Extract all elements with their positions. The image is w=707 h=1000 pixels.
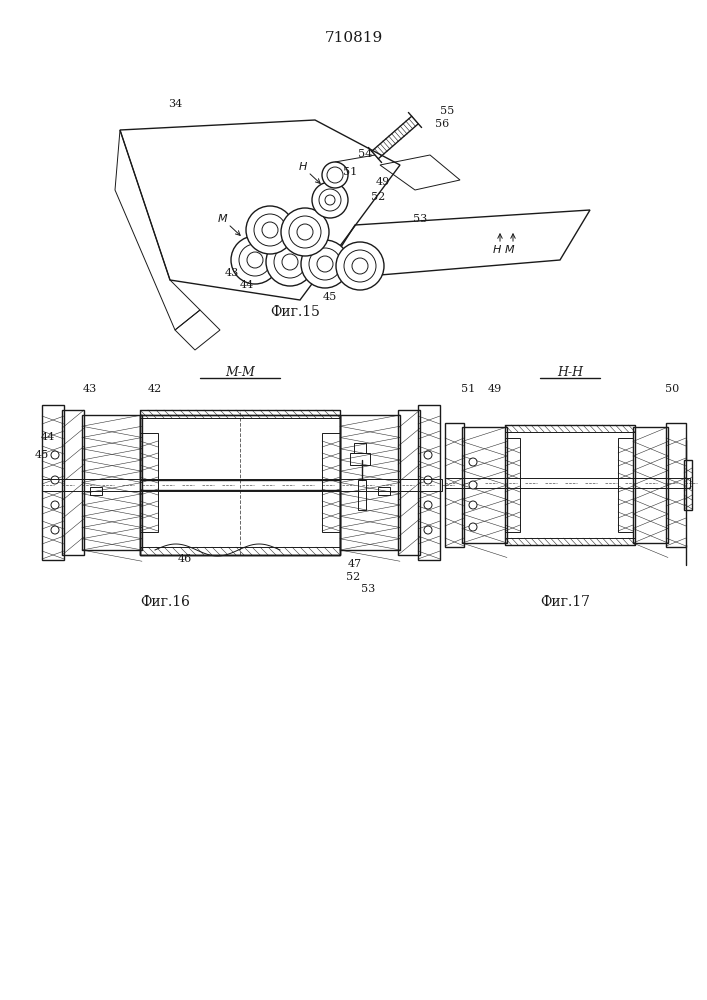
Text: Н-Н: Н-Н [557,365,583,378]
Bar [398,410,420,555]
Circle shape [317,256,333,272]
Bar [684,460,692,510]
Circle shape [247,252,263,268]
Circle shape [51,451,59,459]
Circle shape [301,240,349,288]
Bar [140,490,340,555]
Circle shape [254,214,286,246]
Text: 43: 43 [225,268,239,278]
Text: 42: 42 [148,384,162,394]
Circle shape [352,258,368,274]
Text: М-М: М-М [225,365,255,378]
Text: 710819: 710819 [325,31,383,45]
Bar [418,405,440,560]
Circle shape [297,224,313,240]
Text: 44: 44 [240,280,254,290]
Bar [42,479,442,491]
Bar [505,438,520,532]
Bar [354,443,366,453]
Circle shape [344,250,376,282]
Text: Н: Н [299,162,307,172]
Text: 53: 53 [361,584,375,594]
Circle shape [246,206,294,254]
Circle shape [51,526,59,534]
Bar [445,423,464,547]
Text: М: М [506,245,515,255]
Bar [62,410,84,555]
Circle shape [274,246,306,278]
Circle shape [239,244,271,276]
Bar [90,487,102,495]
Text: 46: 46 [178,554,192,564]
Text: 52: 52 [371,192,385,202]
Text: Н: Н [493,245,501,255]
Bar [140,415,340,555]
Text: Фиг.17: Фиг.17 [540,595,590,609]
Circle shape [312,182,348,218]
Bar [445,478,690,488]
Bar [140,433,158,532]
Bar [358,480,366,510]
Text: 49: 49 [376,177,390,187]
Circle shape [424,526,432,534]
Circle shape [424,476,432,484]
Bar [350,453,370,465]
Circle shape [322,162,348,188]
Text: 56: 56 [435,119,449,129]
Text: 47: 47 [348,559,362,569]
Bar [633,427,668,543]
Circle shape [469,501,477,509]
Text: Фиг.15: Фиг.15 [270,305,320,319]
Circle shape [469,523,477,531]
Circle shape [336,242,384,290]
Circle shape [231,236,279,284]
Circle shape [325,195,335,205]
Circle shape [327,167,343,183]
Bar [505,425,635,545]
Bar [618,438,633,532]
Bar [666,423,686,547]
Circle shape [51,501,59,509]
Circle shape [424,501,432,509]
Text: 52: 52 [346,572,360,582]
Bar [140,547,340,555]
Bar [140,410,340,418]
Circle shape [262,222,278,238]
Bar [505,425,635,432]
Text: 50: 50 [665,384,679,394]
Bar [140,410,340,555]
Text: М: М [218,214,228,224]
Bar [82,415,142,550]
Text: 34: 34 [168,99,182,109]
Bar [140,415,340,480]
Text: 54: 54 [358,149,372,159]
Circle shape [469,458,477,466]
Text: 43: 43 [83,384,97,394]
Text: 49: 49 [488,384,502,394]
Circle shape [282,254,298,270]
Bar [462,427,507,543]
Circle shape [469,481,477,489]
Bar [322,433,340,532]
Circle shape [309,248,341,280]
Bar [340,415,400,550]
Text: 55: 55 [440,106,454,116]
Circle shape [424,451,432,459]
Circle shape [289,216,321,248]
Text: Фиг.16: Фиг.16 [140,595,190,609]
Circle shape [51,476,59,484]
Text: 53: 53 [413,214,427,224]
Circle shape [319,189,341,211]
Bar [505,538,635,545]
Text: 51: 51 [461,384,475,394]
Text: 44: 44 [41,432,55,442]
Circle shape [281,208,329,256]
Bar [378,487,390,495]
Circle shape [266,238,314,286]
Text: 51: 51 [343,167,357,177]
Text: 45: 45 [35,450,49,460]
Bar [42,405,64,560]
Text: 45: 45 [323,292,337,302]
